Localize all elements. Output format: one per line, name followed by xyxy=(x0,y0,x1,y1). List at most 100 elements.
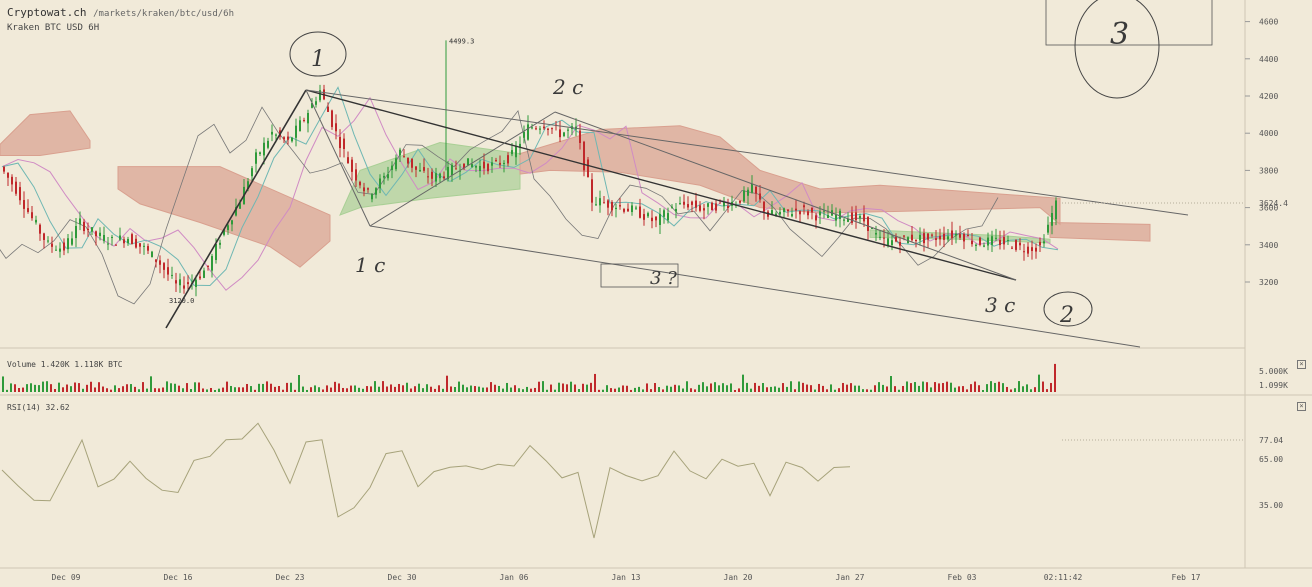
candle-body xyxy=(607,200,609,208)
candle-body xyxy=(183,285,185,289)
candle-body xyxy=(283,137,285,140)
candle-body xyxy=(459,170,461,172)
candle-body xyxy=(263,142,265,156)
candle-body xyxy=(451,164,453,176)
volume-bar xyxy=(578,389,580,392)
volume-bar xyxy=(302,386,304,392)
candle-body xyxy=(1015,240,1017,250)
candle-body xyxy=(395,158,397,170)
volume-bar xyxy=(334,381,336,392)
candle-body xyxy=(483,161,485,169)
candle-body xyxy=(299,120,301,131)
volume-bar xyxy=(18,388,20,392)
candle-body xyxy=(507,155,509,164)
volume-bar xyxy=(902,385,904,392)
volume-bar xyxy=(322,389,324,392)
candle-body xyxy=(539,128,541,130)
candle-body xyxy=(115,244,117,246)
pink-line xyxy=(1,96,1059,291)
volume-bar xyxy=(170,383,172,392)
volume-bar xyxy=(870,389,872,392)
candle-body xyxy=(427,176,429,178)
candle-body xyxy=(255,152,257,164)
candle-body xyxy=(3,166,5,172)
volume-bar xyxy=(390,384,392,392)
candle-body xyxy=(783,208,785,213)
candle-body xyxy=(943,233,945,240)
close-volume-pane-icon[interactable]: × xyxy=(1297,360,1306,369)
drawn-circle xyxy=(1043,291,1093,327)
candle-body xyxy=(259,152,261,155)
candle-body xyxy=(1039,241,1041,246)
volume-bar xyxy=(542,381,544,392)
volume-bar xyxy=(482,387,484,392)
candle-body xyxy=(611,201,613,211)
candle-body xyxy=(111,236,113,238)
volume-bar xyxy=(422,388,424,392)
volume-bar xyxy=(774,386,776,392)
volume-bar xyxy=(218,388,220,392)
candle-body xyxy=(639,206,641,218)
y-tick-label: 3200 xyxy=(1259,278,1278,287)
candle-body xyxy=(399,149,401,156)
candle-body xyxy=(247,181,249,190)
candle-body xyxy=(291,137,293,142)
candle-body xyxy=(591,179,593,203)
candle-body xyxy=(835,214,837,221)
volume-bar xyxy=(366,386,368,392)
candle-body xyxy=(75,226,77,239)
volume-bar xyxy=(54,389,56,392)
volume-bar xyxy=(618,387,620,392)
candle-body xyxy=(363,187,365,192)
candle-body xyxy=(155,259,157,262)
x-tick-label: Jan 06 xyxy=(500,573,529,582)
volume-bar xyxy=(718,385,720,392)
close-rsi-pane-icon[interactable]: × xyxy=(1297,402,1306,411)
volume-bar xyxy=(910,383,912,392)
site-title[interactable]: Cryptowat.ch /markets/kraken/btc/usd/6h xyxy=(7,6,234,19)
site-name[interactable]: Cryptowat.ch xyxy=(7,6,87,19)
volume-bar xyxy=(766,387,768,392)
volume-bar xyxy=(370,386,372,392)
volume-bar xyxy=(470,385,472,392)
candle-body xyxy=(851,212,853,223)
y-tick-label: 3600 xyxy=(1259,204,1278,213)
volume-bar xyxy=(118,388,120,392)
candle-body xyxy=(547,128,549,131)
candle-body xyxy=(359,181,361,186)
volume-bar xyxy=(142,382,144,392)
volume-bar xyxy=(130,384,132,392)
candle-body xyxy=(179,279,181,286)
volume-bar xyxy=(810,385,812,392)
volume-bar xyxy=(326,385,328,392)
candle-body xyxy=(563,132,565,137)
volume-bar xyxy=(1002,383,1004,392)
candle-body xyxy=(119,235,121,240)
x-tick-label: Dec 30 xyxy=(388,573,417,582)
volume-bar xyxy=(770,386,772,392)
channel-line xyxy=(305,89,1189,216)
volume-bar xyxy=(166,381,168,392)
volume-bar xyxy=(458,381,460,392)
volume-bar xyxy=(510,387,512,392)
candle-body xyxy=(391,165,393,171)
candle-body xyxy=(383,175,385,178)
candle-body xyxy=(875,232,877,235)
candle-body xyxy=(91,227,93,232)
candle-body xyxy=(599,198,601,206)
rsi-label: RSI(14) 32.62 xyxy=(7,403,70,412)
candle-body xyxy=(971,240,973,245)
candle-body xyxy=(79,218,81,225)
volume-bar xyxy=(262,383,264,392)
volume-bar xyxy=(1034,387,1036,392)
cloud-bear xyxy=(0,110,91,157)
volume-bar xyxy=(378,386,380,392)
volume-bar xyxy=(342,387,344,392)
volume-bar xyxy=(234,387,236,392)
candle-body xyxy=(511,150,513,155)
indicator-lines xyxy=(0,86,1059,305)
volume-bar xyxy=(530,388,532,392)
volume-bar xyxy=(526,386,528,392)
volume-bar xyxy=(782,383,784,392)
